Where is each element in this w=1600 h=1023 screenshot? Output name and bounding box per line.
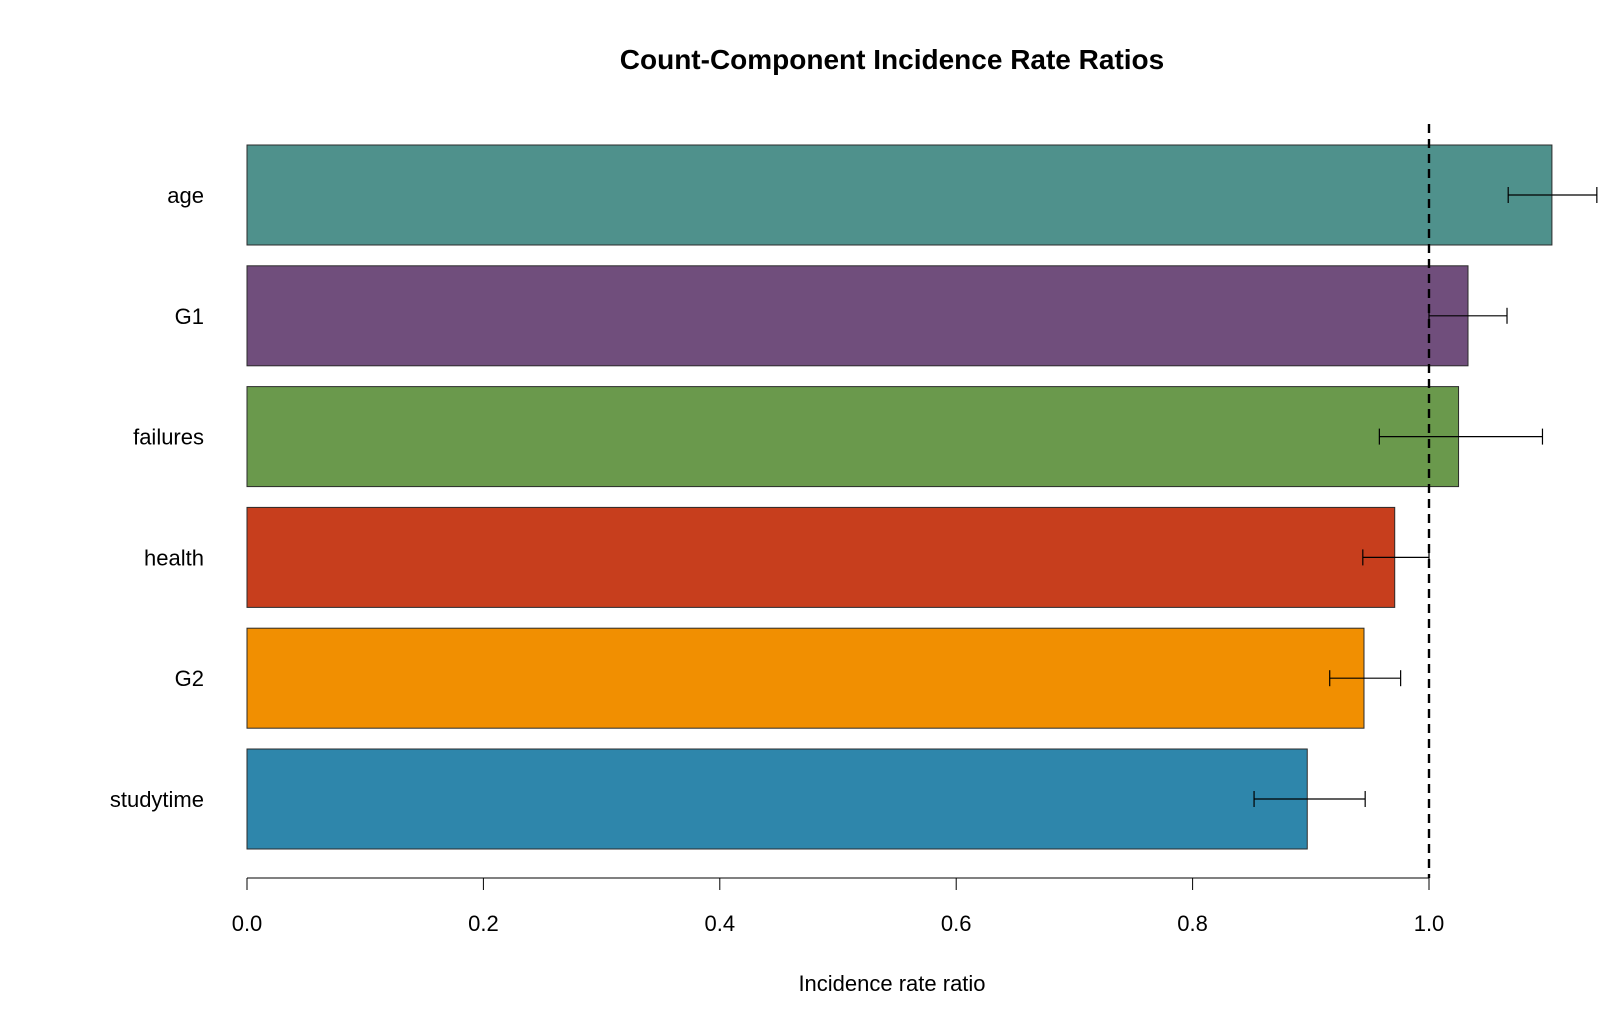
bar-failures [246, 386, 1460, 488]
x-tick-label-4: 0.8 [1177, 911, 1208, 936]
chart-title: Count-Component Incidence Rate Ratios [620, 44, 1164, 75]
category-label-health: health [144, 545, 204, 570]
bar-G1 [246, 265, 1469, 367]
category-label-G1: G1 [175, 304, 204, 329]
category-label-age: age [167, 183, 204, 208]
bars-layer: age G1 failures health G2 studytime [110, 144, 1553, 850]
bar-age [246, 144, 1553, 246]
x-tick-label-0: 0.0 [232, 911, 263, 936]
x-tick-label-1: 0.2 [468, 911, 499, 936]
bar-studytime [246, 748, 1308, 850]
bar-G2 [246, 627, 1365, 729]
x-tick-label-2: 0.4 [705, 911, 736, 936]
x-tick-label-5: 1.0 [1414, 911, 1445, 936]
category-label-failures: failures [133, 425, 204, 450]
x-axis-title: Incidence rate ratio [798, 971, 985, 996]
bar-health [246, 506, 1396, 608]
x-axis: 0.0 0.2 0.4 0.6 0.8 1.0 [232, 877, 1445, 936]
x-tick-label-3: 0.6 [941, 911, 972, 936]
category-label-studytime: studytime [110, 787, 204, 812]
category-label-G2: G2 [175, 666, 204, 691]
